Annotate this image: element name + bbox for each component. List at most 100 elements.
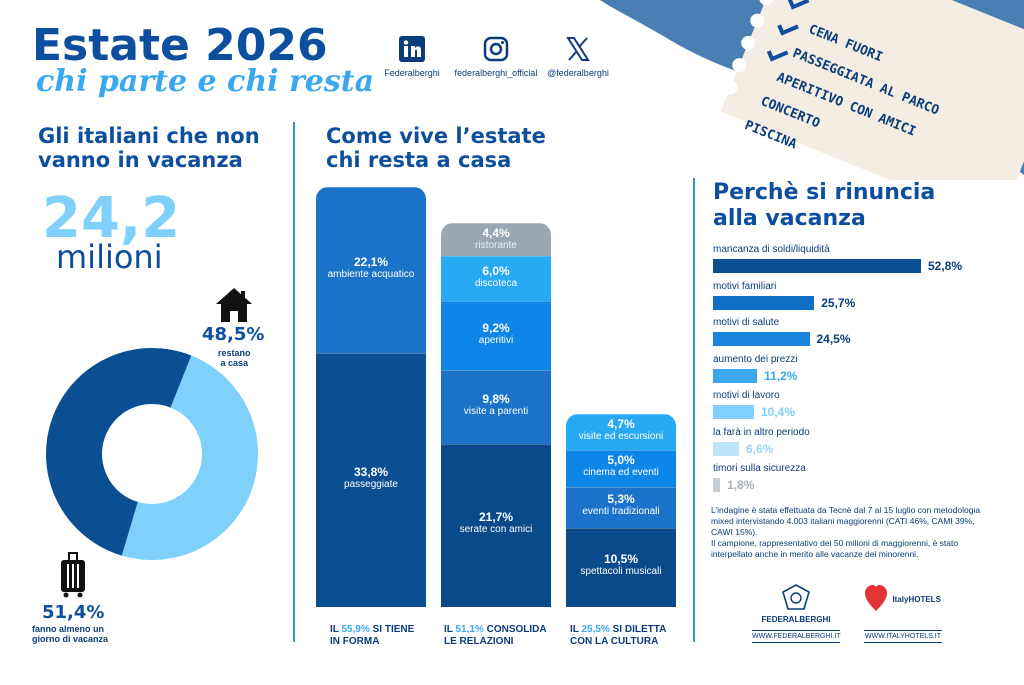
hbar: [713, 368, 758, 383]
caption-highlight: 25,5%: [581, 624, 610, 635]
check-icon: [766, 50, 789, 62]
stacked-column-culture: 4,7% visite ed escursioni 5,0% cinema ed ev…: [566, 414, 676, 607]
go-label-line2: giorno di vacanza: [32, 634, 109, 644]
segment-value: 9,2%: [482, 320, 510, 335]
check-icon: [777, 24, 799, 36]
go-label: fanno almeno un giorno di vacanza: [32, 624, 108, 644]
hbar-label: timori sulla sicurezza: [713, 463, 806, 474]
segment-value: 6,0%: [482, 263, 510, 278]
italyhotels-logo: ItalyHOTELS: [864, 584, 942, 612]
segment-value: 33,8%: [353, 465, 389, 479]
column-segment: 9,8% visite a parenti: [441, 370, 551, 444]
segment-label: serate con amici: [459, 524, 533, 536]
segment-value: 10,5%: [603, 552, 639, 567]
social-label: Federalberghi: [384, 68, 440, 78]
social-linkedin[interactable]: Federalberghi: [357, 36, 467, 78]
note-line2: Il campione, rappresentativo dei 50 mili…: [711, 538, 959, 559]
hbar: [713, 405, 754, 419]
segment-label: passeggiate: [344, 479, 398, 490]
middle-heading: Come vive l’estate chi resta a casa: [326, 124, 546, 172]
federalberghi-name: FEDERALBERGHI: [761, 615, 831, 624]
hbar: [713, 441, 739, 456]
right-heading: Perchè si rinuncia alla vacanza: [713, 180, 935, 232]
social-label: @federalberghi: [547, 68, 609, 78]
page-title: Estate 2026: [32, 20, 328, 71]
caption-highlight: 55,9%: [341, 624, 370, 635]
go-label-line1: fanno almeno un: [32, 624, 104, 634]
hbar-value: 25,7%: [821, 295, 856, 310]
segment-label: ristorante: [475, 240, 517, 251]
big-unit: milioni: [56, 238, 163, 276]
segment-label: visite ed escursioni: [578, 431, 664, 442]
social-x[interactable]: @federalberghi: [523, 36, 633, 78]
segment-label: spettacoli musicali: [580, 566, 662, 578]
divider: [293, 122, 295, 642]
hbar-label: motivi di salute: [713, 317, 780, 328]
column-segment: 4,4% ristorante: [441, 223, 551, 257]
column-segment: 5,3% eventi tradizionali: [566, 487, 676, 528]
divider: [693, 178, 695, 642]
x-icon: [566, 37, 590, 61]
stacked-column-relations: 4,4% ristorante 6,0% discoteca 9,2% aperitivi…: [441, 223, 551, 607]
segment-label: eventi tradizionali: [582, 506, 660, 518]
survey-note: L’indagine è stata effettuata da Tecnè d…: [711, 505, 981, 560]
column-segment: 10,5% spettacoli musicali: [566, 527, 676, 607]
italyhotels-name: ItalyHOTELS: [892, 595, 941, 605]
stacked-column-fitness: 22,1% ambiente acquatico 33,8% passeggiate: [316, 187, 426, 607]
caption-pre: IL: [330, 624, 342, 635]
social-label: federalberghi_official: [454, 68, 538, 78]
caption-pre: IL: [570, 624, 582, 635]
social-instagram[interactable]: federalberghi_official: [441, 36, 551, 78]
column-segment: 6,0% discoteca: [441, 256, 551, 302]
segment-value: 5,3%: [607, 492, 635, 507]
column-segment: 33,8% passeggiate: [316, 353, 426, 607]
column-caption: IL 51,1% CONSOLIDA LE RELAZIONI: [444, 624, 547, 648]
column-caption: IL 55,9% SI TIENE IN FORMA: [330, 624, 414, 648]
go-pct: 51,4%: [42, 602, 105, 623]
segment-value: 4,4%: [482, 226, 510, 240]
column-caption: IL 25,5% SI DILETTA CON LA CULTURA: [570, 624, 666, 648]
segment-label: aperitivi: [478, 334, 514, 346]
suitcase-icon: [61, 552, 85, 598]
italyhotels-url[interactable]: WWW.ITALYHOTELS.IT: [864, 630, 942, 643]
column-segment: 5,0% cinema ed eventi: [566, 449, 676, 488]
column-segment: 22,1% ambiente acquatico: [316, 187, 426, 354]
stay-label-line1: restano: [218, 348, 251, 358]
note-line1: L’indagine è stata effettuata da Tecnè d…: [711, 505, 981, 537]
page-subtitle: chi parte e chi resta: [36, 64, 375, 99]
stay-pct: 48,5%: [202, 324, 265, 345]
left-heading-line1: Gli italiani che non: [38, 124, 260, 148]
linkedin-icon: [399, 36, 425, 62]
caption-line2: LE RELAZIONI: [444, 636, 514, 647]
hbar: [713, 295, 815, 310]
hbar-label: aumento dei prezzi: [713, 353, 798, 365]
hbar-value: 11,2%: [764, 368, 798, 383]
segment-label: discoteca: [474, 277, 518, 289]
column-segment: 9,2% aperitivi: [441, 301, 551, 371]
ticket-decoration: [600, 0, 1024, 180]
caption-highlight: 51,1%: [455, 624, 484, 635]
stay-label-line2: a casa: [220, 358, 249, 368]
house-icon: [216, 288, 252, 322]
segment-value: 9,8%: [482, 392, 510, 407]
donut-chart: [46, 348, 259, 561]
middle-heading-line2: chi resta a casa: [326, 148, 512, 172]
hbar: [713, 259, 921, 273]
instagram-icon: [483, 36, 509, 62]
caption-post: SI TIENE: [369, 624, 415, 635]
federalberghi-url[interactable]: WWW.FEDERALBERGHI.IT: [752, 630, 841, 643]
donut-slice: [46, 348, 192, 556]
left-heading-line2: vanno in vacanza: [38, 148, 243, 172]
caption-pre: IL: [444, 624, 456, 635]
segment-value: 5,0%: [607, 453, 635, 468]
hbar: [713, 478, 721, 492]
hbar-value: 6,6%: [746, 441, 774, 456]
segment-label: ambiente acquatico: [327, 269, 415, 281]
hbar-label: la farà in altro periodo: [713, 426, 810, 438]
segment-value: 22,1%: [353, 255, 389, 270]
hbar: [713, 332, 810, 346]
federalberghi-logo: FEDERALBERGHI: [752, 584, 840, 624]
caption-post: SI DILETTA: [609, 624, 667, 635]
right-heading-line2: alla vacanza: [713, 206, 866, 231]
hbar-value: 52,8%: [928, 259, 963, 273]
